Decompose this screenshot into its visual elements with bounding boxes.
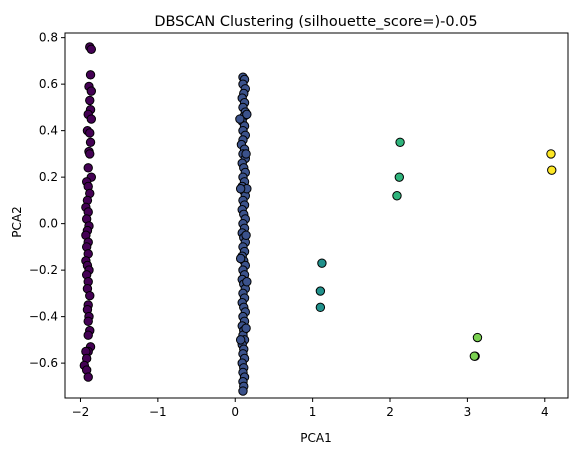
data-point bbox=[392, 191, 402, 201]
data-point bbox=[241, 149, 251, 159]
data-point bbox=[85, 291, 95, 301]
y-tick-label: −0.6 bbox=[29, 356, 58, 370]
data-point bbox=[469, 351, 480, 361]
data-point bbox=[241, 230, 251, 240]
y-tick-label: −0.4 bbox=[29, 310, 58, 324]
y-tick-label: 0.4 bbox=[39, 124, 58, 138]
data-point bbox=[242, 109, 252, 120]
data-point bbox=[317, 258, 327, 268]
data-point bbox=[315, 286, 326, 296]
data-point bbox=[83, 316, 93, 326]
data-point bbox=[242, 277, 252, 287]
y-tick-label: 0.0 bbox=[39, 217, 58, 231]
plot-frame bbox=[64, 32, 569, 399]
data-point bbox=[86, 114, 97, 124]
data-point bbox=[85, 70, 96, 80]
x-tick-label: 1 bbox=[309, 405, 317, 419]
data-point bbox=[546, 149, 556, 159]
data-point bbox=[85, 95, 95, 106]
data-point bbox=[394, 172, 404, 182]
data-point bbox=[86, 44, 97, 54]
plot-points bbox=[79, 42, 557, 396]
data-point bbox=[85, 137, 96, 147]
data-point bbox=[395, 137, 405, 147]
x-tick-label: −2 bbox=[72, 405, 90, 419]
y-tick-label: 0.2 bbox=[39, 170, 58, 184]
x-tick-label: 0 bbox=[231, 405, 239, 419]
data-point bbox=[83, 163, 93, 173]
data-point bbox=[235, 335, 246, 345]
x-tick-label: 2 bbox=[386, 405, 394, 419]
data-point bbox=[86, 86, 97, 96]
data-point bbox=[235, 184, 246, 194]
y-axis-label: PCA2 bbox=[10, 206, 24, 237]
data-point bbox=[235, 253, 246, 264]
data-point bbox=[238, 386, 248, 396]
data-point bbox=[85, 128, 95, 138]
y-tick-label: 0.6 bbox=[39, 77, 58, 91]
chart-title: DBSCAN Clustering (silhouette_score=)-0.… bbox=[154, 14, 477, 30]
x-tick-label: 3 bbox=[464, 405, 472, 419]
data-point bbox=[83, 372, 93, 382]
x-tick-label: −1 bbox=[149, 405, 167, 419]
data-point bbox=[241, 323, 251, 333]
x-axis-label: PCA1 bbox=[300, 431, 331, 445]
data-point bbox=[85, 149, 95, 159]
data-point bbox=[83, 330, 93, 340]
data-point bbox=[235, 114, 245, 124]
y-tick-label: −0.2 bbox=[29, 263, 58, 277]
x-tick-label: 4 bbox=[541, 405, 549, 419]
data-point bbox=[472, 332, 483, 343]
data-point bbox=[547, 165, 557, 175]
y-tick-label: 0.8 bbox=[39, 31, 58, 45]
axes: −2 −1 0 1 2 3 4 −0.6 −0.4 −0.2 0.0 0.2 0.4 0.6 0.8 bbox=[29, 31, 549, 419]
data-point bbox=[315, 302, 326, 313]
